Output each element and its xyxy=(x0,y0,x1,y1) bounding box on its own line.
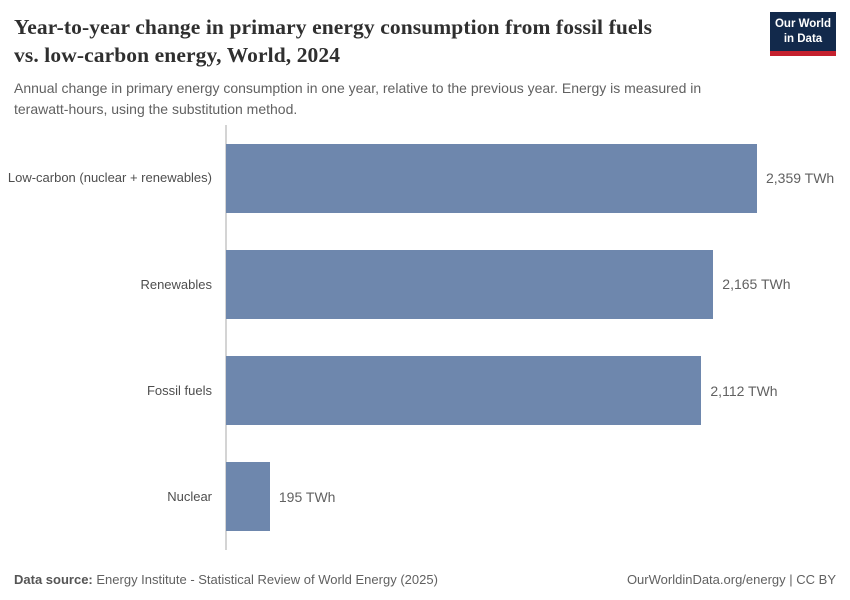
chart-title-line-2: vs. low-carbon energy, World, 2024 xyxy=(14,42,341,67)
chart-title-line-1: Year-to-year change in primary energy co… xyxy=(14,15,653,39)
chart-subtitle: Annual change in primary energy consumpt… xyxy=(14,80,702,118)
chart-row-nuclear: Nuclear 195 TWh xyxy=(0,444,850,550)
owid-logo-line-2: in Data xyxy=(783,32,823,45)
bar-chart-rows: Low-carbon (nuclear + renewables) 2,359 … xyxy=(0,125,850,550)
chart-row-low-carbon: Low-carbon (nuclear + renewables) 2,359 … xyxy=(0,125,850,231)
y-axis-line xyxy=(225,125,227,550)
owid-logo-line-1: Our World xyxy=(774,18,831,30)
category-label-fossil-fuels: Fossil fuels xyxy=(146,382,212,398)
data-source-text: Energy Institute - Statistical Review of… xyxy=(96,572,438,587)
data-source: Data source: Energy Institute - Statisti… xyxy=(14,572,438,587)
owid-logo: Our World in Data xyxy=(770,12,836,56)
value-label-nuclear: 195 TWh xyxy=(278,488,336,505)
value-label-fossil-fuels: 2,112 TWh xyxy=(710,382,778,399)
bar-renewables xyxy=(226,249,714,319)
bar-low-carbon xyxy=(226,143,757,213)
chart-row-renewables: Renewables 2,165 TWh xyxy=(0,231,850,337)
chart-title: Year-to-year change in primary energy co… xyxy=(14,14,836,69)
chart-header: Year-to-year change in primary energy co… xyxy=(14,12,836,120)
category-label-nuclear: Nuclear xyxy=(167,489,212,505)
chart-row-fossil-fuels: Fossil fuels 2,112 TWh xyxy=(0,338,850,444)
bar-fossil-fuels xyxy=(226,356,702,426)
bar-nuclear xyxy=(226,462,270,532)
category-label-low-carbon: Low-carbon (nuclear + renewables) xyxy=(7,170,212,186)
data-source-label: Data source: xyxy=(14,572,93,587)
category-label-renewables: Renewables xyxy=(140,276,212,292)
chart-footer: Data source: Energy Institute - Statisti… xyxy=(14,572,836,587)
value-label-renewables: 2,165 TWh xyxy=(722,276,791,293)
bar-chart: Low-carbon (nuclear + renewables) 2,359 … xyxy=(0,125,850,550)
value-label-low-carbon: 2,359 TWh xyxy=(766,170,835,187)
credit-line: OurWorldinData.org/energy | CC BY xyxy=(626,572,836,587)
